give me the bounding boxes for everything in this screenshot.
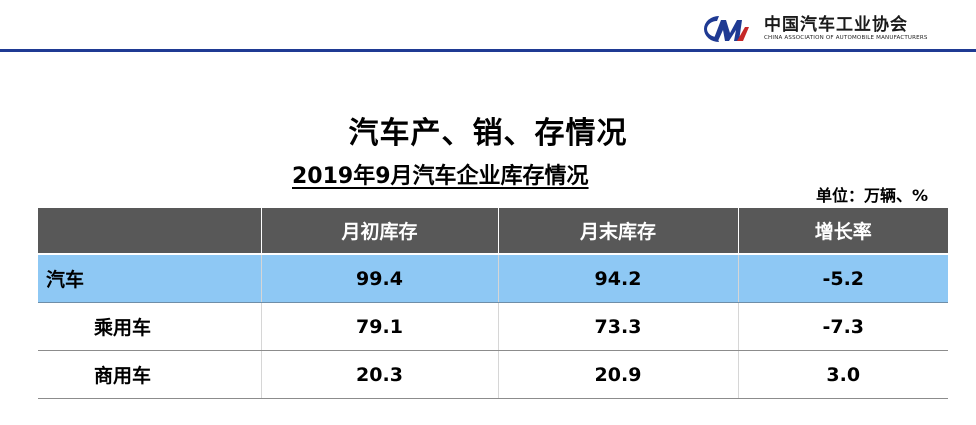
row-name: 汽车 <box>38 254 262 303</box>
column-header-start-inventory: 月初库存 <box>260 208 499 255</box>
column-header-growth-rate: 增长率 <box>737 208 948 255</box>
table-row-automobile: 汽车 99.4 94.2 -5.2 <box>38 254 948 303</box>
cell-growth-rate: -5.2 <box>737 254 948 303</box>
column-header-end-inventory: 月末库存 <box>497 208 739 255</box>
org-name-cn: 中国汽车工业协会 <box>764 15 908 35</box>
org-name-en: CHINA ASSOCIATION OF AUTOMOBILE MANUFACT… <box>764 35 928 41</box>
cell-end-inventory: 73.3 <box>497 302 739 351</box>
cell-end-inventory: 94.2 <box>497 254 739 303</box>
cell-growth-rate: -7.3 <box>737 302 948 351</box>
cell-start-inventory: 99.4 <box>260 254 499 303</box>
header-divider <box>0 49 976 52</box>
inventory-table: 月初库存 月末库存 增长率 汽车 99.4 94.2 -5.2 乘用车 79.1… <box>38 208 948 399</box>
cell-start-inventory: 20.3 <box>260 350 499 399</box>
cell-start-inventory: 79.1 <box>260 302 499 351</box>
table-row-passenger-car: 乘用车 79.1 73.3 -7.3 <box>38 302 948 351</box>
cell-growth-rate: 3.0 <box>737 350 948 399</box>
row-name: 商用车 <box>38 350 262 399</box>
row-name: 乘用车 <box>38 302 262 351</box>
table-header-row: 月初库存 月末库存 增长率 <box>38 208 948 255</box>
table-row-commercial-vehicle: 商用车 20.3 20.9 3.0 <box>38 350 948 399</box>
page-title: 汽车产、销、存情况 <box>348 116 628 151</box>
column-header-category <box>38 208 262 255</box>
header: 中国汽车工业协会 CHINA ASSOCIATION OF AUTOMOBILE… <box>0 0 976 52</box>
caam-logo-icon <box>704 16 749 42</box>
table-subtitle: 2019年9月汽车企业库存情况 <box>292 164 589 189</box>
cell-end-inventory: 20.9 <box>497 350 739 399</box>
unit-label: 单位：万辆、% <box>815 186 928 205</box>
